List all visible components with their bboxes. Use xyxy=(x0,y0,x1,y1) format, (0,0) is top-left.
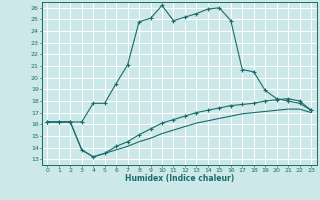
X-axis label: Humidex (Indice chaleur): Humidex (Indice chaleur) xyxy=(124,174,234,183)
